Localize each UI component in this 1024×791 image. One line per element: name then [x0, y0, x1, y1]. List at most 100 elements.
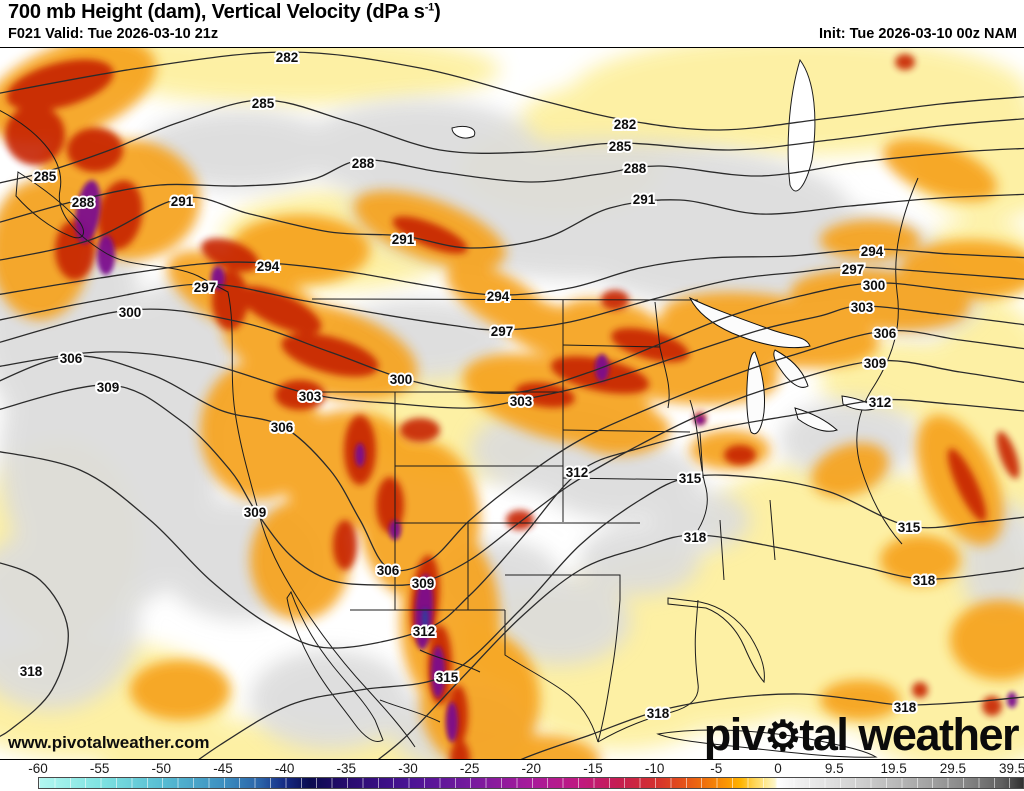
- texas-border: [505, 574, 621, 743]
- contour-label-309: 309: [864, 356, 887, 371]
- shading-blob: [882, 138, 998, 202]
- height-contour-291: [0, 193, 1024, 261]
- gear-icon: ⚙: [764, 712, 801, 759]
- height-contours: [0, 51, 1024, 759]
- contour-label-300: 300: [119, 305, 142, 320]
- colorbar-tick: -50: [151, 761, 172, 776]
- state-border: [562, 429, 691, 433]
- height-contour-303: [0, 305, 1024, 409]
- contour-label-291: 291: [633, 192, 656, 207]
- height-contour-306: [0, 329, 1024, 572]
- shading-blob: [238, 286, 322, 334]
- lake-erie: [794, 407, 838, 432]
- geography-layer: [0, 58, 919, 758]
- title-superscript: -1: [424, 1, 435, 14]
- colorbar-tick: -30: [398, 761, 418, 776]
- contour-label-312: 312: [413, 624, 436, 639]
- shading-blob: [950, 600, 1024, 680]
- shading-blob: [811, 442, 889, 498]
- height-contour-294: [0, 248, 1024, 296]
- contour-label-300: 300: [390, 372, 413, 387]
- shading-blob: [900, 240, 1024, 300]
- pivotal-weather-logo: piv⚙tal weather: [703, 708, 1020, 760]
- shading-blob: [6, 59, 114, 111]
- contour-label-318: 318: [894, 700, 917, 715]
- shading-layer-blue: [422, 608, 428, 628]
- pacific-coastline: [0, 110, 416, 748]
- shading-blob: [431, 646, 445, 698]
- shading-blob: [880, 535, 960, 585]
- colorbar-tick: 19.5: [880, 761, 907, 776]
- contour-label-318: 318: [913, 573, 936, 588]
- height-contour-312: [0, 398, 1024, 649]
- colorbar-tick: 0: [774, 761, 782, 776]
- shading-blob: [895, 54, 915, 70]
- shading-blob: [333, 520, 357, 570]
- shading-blob: [281, 333, 379, 377]
- colorbar: [38, 777, 1024, 789]
- contour-label-318: 318: [647, 706, 670, 721]
- model-init-label: Init: Tue 2026-03-10 00z NAM: [819, 26, 1017, 42]
- colorbar-tick: -10: [644, 761, 665, 776]
- page-title: 700 mb Height (dam), Vertical Velocity (…: [8, 1, 441, 23]
- east-coastline: [856, 177, 919, 545]
- contour-label-297: 297: [491, 324, 514, 339]
- contour-label-309: 309: [412, 576, 435, 591]
- height-contour-318: [520, 693, 1024, 759]
- height-contour-300: [0, 282, 1024, 394]
- shading-blob: [480, 735, 600, 759]
- contour-label-318: 318: [684, 530, 707, 545]
- colorbar-cell-separators: [39, 778, 1023, 788]
- shading-blob: [947, 448, 987, 522]
- contour-label-297: 297: [194, 280, 217, 295]
- contour-label-315: 315: [436, 670, 459, 685]
- contour-label-285: 285: [609, 139, 632, 154]
- colorbar-tick: 39.5: [998, 761, 1024, 776]
- contour-label-291: 291: [392, 232, 415, 247]
- weather-map: 282 282 285 285 285 288 288 288 291 291 291 294 294 2…: [0, 47, 1024, 760]
- shading-blob: [650, 490, 750, 550]
- mexico-border: [379, 649, 481, 723]
- colorbar-tick: -5: [710, 761, 723, 776]
- colorbar-tick: -45: [213, 761, 233, 776]
- contour-label-288: 288: [352, 156, 375, 171]
- shading-blob: [695, 415, 705, 425]
- shading-blob: [0, 530, 140, 710]
- colorbar-tick-labels: -60 -55 -50 -45 -40 -35 -30 -25 -20 -15 -10 -5 0 9.5 1…: [28, 761, 1024, 776]
- contour-label-303: 303: [299, 389, 322, 404]
- contour-label-294: 294: [487, 289, 510, 304]
- contour-label-282: 282: [276, 50, 299, 65]
- header: 700 mb Height (dam), Vertical Velocity (…: [0, 0, 1024, 47]
- contour-label-294: 294: [861, 244, 884, 259]
- shading-blob: [97, 235, 115, 275]
- shading-blob: [540, 440, 700, 520]
- height-contour-318: [0, 562, 69, 738]
- shading-blob: [130, 660, 230, 720]
- shading-blob: [422, 608, 428, 628]
- shading-blob: [355, 443, 365, 467]
- shading-blob: [400, 418, 440, 442]
- baja-peninsula: [286, 590, 384, 742]
- shading-blob: [996, 431, 1020, 479]
- florida: [667, 597, 765, 684]
- state-border: [562, 344, 661, 348]
- forecast-valid-label: F021 Valid: Tue 2026-03-10 21z: [8, 26, 219, 42]
- contour-label-318: 318: [20, 664, 43, 679]
- contour-label-291: 291: [171, 194, 194, 209]
- contour-label-285: 285: [252, 96, 275, 111]
- colorbar-tick: -35: [336, 761, 357, 776]
- contour-label-288: 288: [72, 195, 95, 210]
- lake-winnipeg: [451, 125, 476, 139]
- height-contour-309: [0, 359, 1024, 586]
- map-canvas: 282 282 285 285 285 288 288 288 291 291 291 294 294 2…: [0, 48, 1024, 759]
- colorbar-section: -60 -55 -50 -45 -40 -35 -30 -25 -20 -15 -10 -5 0 9.5 1…: [0, 760, 1024, 791]
- colorbar-tick: -25: [459, 761, 480, 776]
- colorbar-tick: 29.5: [939, 761, 967, 776]
- height-contour-315: [198, 474, 1024, 759]
- watermark-url: www.pivotalweather.com: [8, 733, 210, 752]
- state-border: [699, 431, 776, 581]
- contour-label-309: 309: [97, 380, 120, 395]
- shading-blob: [660, 540, 860, 620]
- shading-blob: [250, 650, 410, 750]
